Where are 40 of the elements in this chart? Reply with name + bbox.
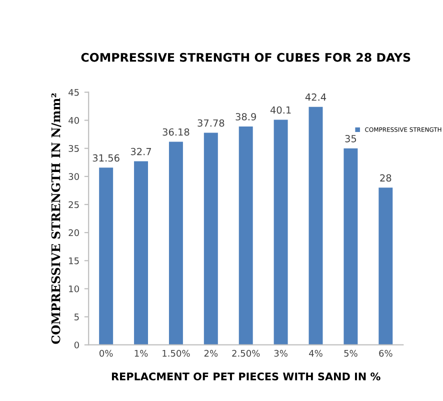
data-label: 42.4: [305, 93, 326, 101]
y-tick-label: 40: [68, 117, 79, 124]
bar: [99, 168, 114, 345]
bar: [274, 120, 288, 345]
bar: [344, 148, 358, 345]
data-label: 35: [345, 134, 356, 142]
chart-title: COMPRESSIVE STRENGTH OF CUBES FOR 28 DAYS: [81, 52, 410, 62]
x-tick-label: 2.50%: [232, 350, 260, 357]
data-label: 36.18: [162, 128, 190, 136]
data-label: 38.9: [236, 113, 256, 120]
y-tick-label: 45: [68, 89, 79, 96]
x-tick-label: 6%: [379, 350, 392, 357]
data-label: 40.1: [270, 106, 291, 114]
data-label: 37.78: [198, 119, 224, 127]
x-tick-label: 0%: [100, 350, 113, 357]
y-tick-label: 30: [68, 173, 79, 180]
bar: [168, 142, 183, 345]
data-label: 28: [380, 174, 392, 182]
data-label: 32.7: [130, 148, 152, 156]
y-tick-label: 0: [74, 342, 79, 348]
x-tick-label: 1%: [134, 350, 148, 357]
y-tick-label: 25: [68, 201, 79, 208]
y-axis-title: COMPRESSIVE STRENGTH IN N/mm²: [51, 93, 62, 344]
y-tick-label: 10: [69, 285, 79, 292]
y-tick-label: 15: [69, 258, 79, 264]
x-axis-title: REPLACMENT OF PET PIECES WITH SAND IN %: [112, 372, 380, 380]
bar: [238, 126, 253, 345]
bar: [204, 132, 218, 345]
y-tick-label: 20: [68, 229, 79, 236]
x-tick-label: 4%: [309, 350, 322, 357]
y-tick-label: 5: [74, 314, 79, 320]
x-tick-label: 1.50%: [162, 350, 190, 357]
y-tick-label: 35: [68, 145, 79, 152]
data-label: 31.56: [92, 154, 120, 162]
bar: [378, 188, 393, 345]
x-tick-label: 2%: [204, 350, 218, 357]
bar: [308, 106, 323, 345]
x-tick-label: 3%: [274, 350, 288, 357]
x-tick-label: 5%: [344, 350, 358, 357]
bar: [134, 161, 148, 345]
